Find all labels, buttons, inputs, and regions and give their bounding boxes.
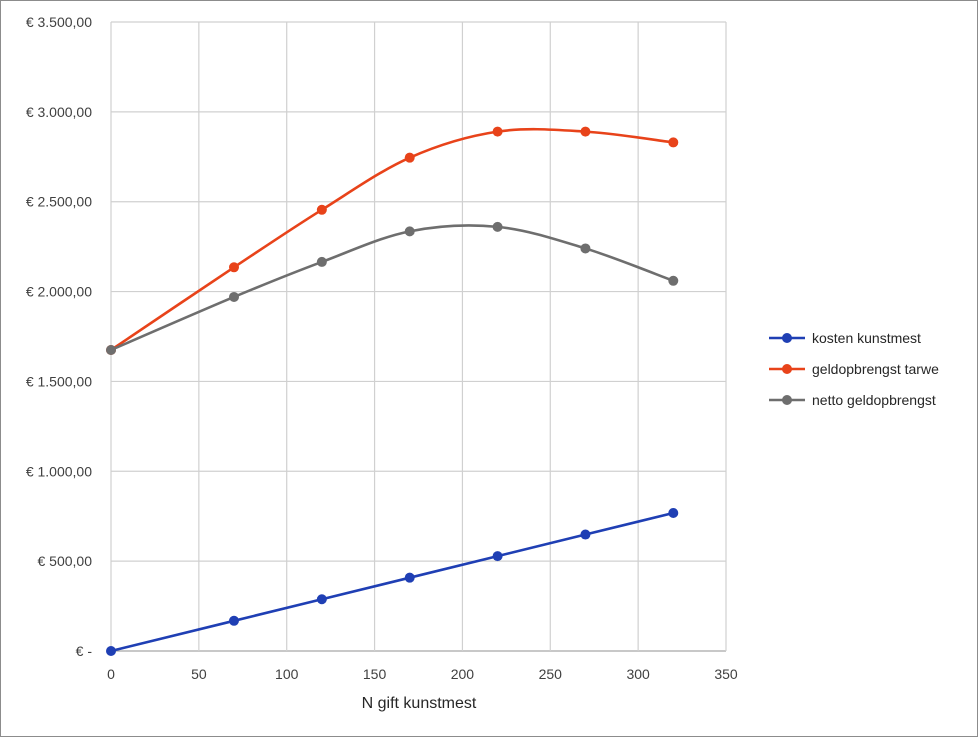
data-point xyxy=(229,615,239,626)
data-point xyxy=(492,126,503,137)
legend-marker xyxy=(782,364,792,374)
legend-item: geldopbrengst tarwe xyxy=(769,361,939,377)
data-point xyxy=(492,551,503,562)
legend-label: geldopbrengst tarwe xyxy=(812,361,939,377)
data-point xyxy=(316,204,327,215)
x-tick-label: 250 xyxy=(539,666,563,682)
legend-label: netto geldopbrengst xyxy=(812,392,936,408)
data-point xyxy=(229,291,239,302)
x-tick-label: 350 xyxy=(714,666,738,682)
y-tick-label: € 500,00 xyxy=(38,553,93,569)
series-line xyxy=(110,224,674,352)
y-axis-ticks: € - € 500,00 € 1.000,00 € 1.500,00 € 2.000,0… xyxy=(26,14,93,659)
y-tick-label: € 3.000,00 xyxy=(26,104,92,120)
data-point xyxy=(492,221,503,232)
legend-marker xyxy=(782,333,792,343)
y-tick-label: € 1.500,00 xyxy=(26,373,92,389)
x-tick-label: 200 xyxy=(451,666,475,682)
data-point xyxy=(404,572,415,583)
series-geldopbrengst-tarwe xyxy=(106,126,679,355)
data-point xyxy=(580,529,591,540)
data-point xyxy=(316,256,327,267)
legend: kosten kunstmest geldopbrengst tarwe netto… xyxy=(769,330,939,408)
y-tick-label: € 1.000,00 xyxy=(26,463,92,479)
legend-item: netto geldopbrengst xyxy=(769,392,936,408)
legend-label: kosten kunstmest xyxy=(812,330,921,346)
x-tick-label: 0 xyxy=(107,666,115,682)
y-tick-label: € 2.000,00 xyxy=(26,284,92,300)
legend-marker xyxy=(782,395,792,405)
series-netto-geldopbrengst xyxy=(106,221,679,355)
data-point xyxy=(668,507,679,518)
series-line xyxy=(110,127,674,352)
data-point xyxy=(668,275,679,286)
data-point xyxy=(229,262,239,273)
data-point xyxy=(668,137,679,148)
series-group xyxy=(106,126,679,656)
x-tick-label: 150 xyxy=(363,666,387,682)
x-axis-title: N gift kunstmest xyxy=(362,695,477,712)
series-kosten-kunstmest xyxy=(106,507,679,656)
x-axis-ticks: 0 50 100 150 200 250 300 350 xyxy=(107,666,738,682)
x-tick-label: 300 xyxy=(626,666,650,682)
data-point xyxy=(580,126,591,137)
data-point xyxy=(106,344,116,355)
gridlines xyxy=(110,21,727,652)
y-tick-label: € - xyxy=(76,643,93,659)
data-point xyxy=(580,243,591,254)
data-point xyxy=(404,226,415,237)
x-tick-label: 100 xyxy=(275,666,299,682)
legend-item: kosten kunstmest xyxy=(769,330,921,346)
y-tick-label: € 2.500,00 xyxy=(26,194,92,210)
x-tick-label: 50 xyxy=(191,666,207,682)
data-point xyxy=(106,646,116,656)
y-tick-label: € 3.500,00 xyxy=(26,14,92,30)
data-point xyxy=(404,152,415,163)
data-point xyxy=(316,594,327,605)
